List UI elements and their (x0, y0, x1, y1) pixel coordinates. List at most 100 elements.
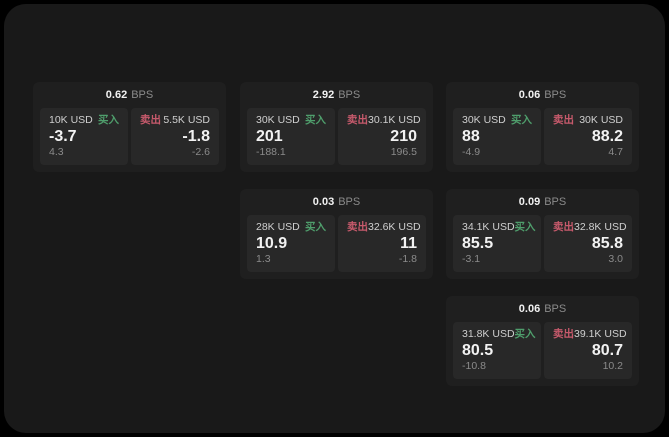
bps-unit-label: BPS (131, 89, 154, 101)
bps-value: 2.92 (312, 89, 335, 101)
quote-card[interactable]: 2.92 BPS 30K USD 买入 201 -188.1 卖出 30.1K … (240, 82, 433, 172)
bps-unit-label: BPS (338, 196, 361, 208)
buy-quote-panel[interactable]: 30K USD 买入 88 -4.9 (453, 108, 541, 165)
buy-delta: 1.3 (256, 253, 271, 265)
buy-tag: 买入 (305, 114, 326, 126)
bps-unit-label: BPS (544, 89, 567, 101)
buy-quote-panel[interactable]: 10K USD 买入 -3.7 4.3 (40, 108, 128, 165)
buy-amount: 31.8K USD (462, 328, 515, 340)
quote-card[interactable]: 0.09 BPS 34.1K USD 买入 85.5 -3.1 卖出 32.8K… (446, 189, 639, 279)
sell-quote-panel[interactable]: 卖出 39.1K USD 80.7 10.2 (544, 322, 632, 379)
buy-price: -3.7 (49, 127, 77, 145)
bps-unit-label: BPS (338, 89, 361, 101)
sell-tag: 卖出 (553, 221, 574, 233)
quotes-panel: 0.62 BPS 10K USD 买入 -3.7 4.3 卖出 5.5K USD… (4, 4, 665, 433)
sell-amount: 30.1K USD (368, 114, 421, 126)
buy-amount: 34.1K USD (462, 221, 515, 233)
buy-price: 85.5 (462, 234, 494, 252)
card-body: 30K USD 买入 88 -4.9 卖出 30K USD 88.2 4.7 (446, 108, 639, 172)
bps-value: 0.06 (518, 89, 541, 101)
buy-amount: 28K USD (256, 221, 300, 233)
sell-amount: 5.5K USD (163, 114, 210, 126)
sell-tag: 卖出 (347, 221, 368, 233)
sell-amount: 30K USD (579, 114, 623, 126)
sell-quote-panel[interactable]: 卖出 30.1K USD 210 196.5 (338, 108, 426, 165)
buy-quote-panel[interactable]: 34.1K USD 买入 85.5 -3.1 (453, 215, 541, 272)
card-header: 0.09 BPS (446, 189, 639, 215)
buy-top-row: 28K USD 买入 (256, 221, 326, 234)
buy-delta: -3.1 (462, 253, 481, 265)
sell-top-row: 卖出 32.6K USD (347, 221, 421, 234)
bps-value: 0.06 (518, 303, 541, 315)
sell-top-row: 卖出 30K USD (553, 114, 623, 127)
buy-price: 80.5 (462, 341, 494, 359)
sell-delta: -2.6 (191, 146, 210, 158)
buy-price: 201 (256, 127, 283, 145)
buy-tag: 买入 (514, 221, 536, 233)
sell-tag: 卖出 (347, 114, 368, 126)
buy-tag: 买入 (305, 221, 326, 233)
sell-tag: 卖出 (553, 114, 574, 126)
sell-tag: 卖出 (553, 328, 574, 340)
buy-delta: -4.9 (462, 146, 481, 158)
sell-top-row: 卖出 5.5K USD (140, 114, 210, 127)
sell-top-row: 卖出 39.1K USD (553, 328, 627, 341)
buy-amount: 30K USD (462, 114, 506, 126)
card-header: 2.92 BPS (240, 82, 433, 108)
sell-quote-panel[interactable]: 卖出 30K USD 88.2 4.7 (544, 108, 632, 165)
buy-quote-panel[interactable]: 31.8K USD 买入 80.5 -10.8 (453, 322, 541, 379)
sell-amount: 32.8K USD (574, 221, 627, 233)
sell-quote-panel[interactable]: 卖出 5.5K USD -1.8 -2.6 (131, 108, 219, 165)
buy-tag: 买入 (514, 328, 536, 340)
sell-delta: 3.0 (608, 253, 623, 265)
buy-delta: -188.1 (256, 146, 286, 158)
sell-price: 210 (390, 127, 417, 145)
card-body: 34.1K USD 买入 85.5 -3.1 卖出 32.8K USD 85.8… (446, 215, 639, 279)
card-header: 0.03 BPS (240, 189, 433, 215)
sell-tag: 卖出 (140, 114, 161, 126)
buy-quote-panel[interactable]: 30K USD 买入 201 -188.1 (247, 108, 335, 165)
buy-price: 10.9 (256, 234, 288, 252)
card-body: 31.8K USD 买入 80.5 -10.8 卖出 39.1K USD 80.… (446, 322, 639, 386)
sell-top-row: 卖出 30.1K USD (347, 114, 421, 127)
sell-delta: 196.5 (390, 146, 417, 158)
sell-price: 85.8 (591, 234, 623, 252)
buy-top-row: 10K USD 买入 (49, 114, 119, 127)
sell-delta: -1.8 (398, 253, 417, 265)
buy-amount: 10K USD (49, 114, 93, 126)
buy-delta: -10.8 (462, 360, 486, 372)
card-header: 0.06 BPS (446, 296, 639, 322)
sell-price: 88.2 (591, 127, 623, 145)
buy-top-row: 31.8K USD 买入 (462, 328, 536, 341)
sell-price: 80.7 (591, 341, 623, 359)
card-body: 30K USD 买入 201 -188.1 卖出 30.1K USD 210 1… (240, 108, 433, 172)
buy-top-row: 34.1K USD 买入 (462, 221, 536, 234)
sell-price: -1.8 (182, 127, 210, 145)
quote-card[interactable]: 0.06 BPS 30K USD 买入 88 -4.9 卖出 30K USD 8… (446, 82, 639, 172)
buy-price: 88 (462, 127, 480, 145)
quote-cards-grid: 0.62 BPS 10K USD 买入 -3.7 4.3 卖出 5.5K USD… (4, 4, 665, 433)
card-header: 0.62 BPS (33, 82, 226, 108)
sell-amount: 32.6K USD (368, 221, 421, 233)
sell-quote-panel[interactable]: 卖出 32.6K USD 11 -1.8 (338, 215, 426, 272)
card-header: 0.06 BPS (446, 82, 639, 108)
bps-unit-label: BPS (544, 196, 567, 208)
sell-delta: 4.7 (608, 146, 623, 158)
buy-delta: 4.3 (49, 146, 64, 158)
sell-quote-panel[interactable]: 卖出 32.8K USD 85.8 3.0 (544, 215, 632, 272)
buy-amount: 30K USD (256, 114, 300, 126)
quote-card[interactable]: 0.03 BPS 28K USD 买入 10.9 1.3 卖出 32.6K US… (240, 189, 433, 279)
bps-value: 0.62 (105, 89, 128, 101)
quote-card[interactable]: 0.06 BPS 31.8K USD 买入 80.5 -10.8 卖出 39.1… (446, 296, 639, 386)
sell-amount: 39.1K USD (574, 328, 627, 340)
card-body: 10K USD 买入 -3.7 4.3 卖出 5.5K USD -1.8 -2.… (33, 108, 226, 172)
buy-tag: 买入 (98, 114, 119, 126)
quote-card[interactable]: 0.62 BPS 10K USD 买入 -3.7 4.3 卖出 5.5K USD… (33, 82, 226, 172)
buy-top-row: 30K USD 买入 (256, 114, 326, 127)
buy-quote-panel[interactable]: 28K USD 买入 10.9 1.3 (247, 215, 335, 272)
card-body: 28K USD 买入 10.9 1.3 卖出 32.6K USD 11 -1.8 (240, 215, 433, 279)
sell-delta: 10.2 (602, 360, 623, 372)
sell-top-row: 卖出 32.8K USD (553, 221, 627, 234)
buy-top-row: 30K USD 买入 (462, 114, 532, 127)
sell-price: 11 (400, 234, 417, 252)
